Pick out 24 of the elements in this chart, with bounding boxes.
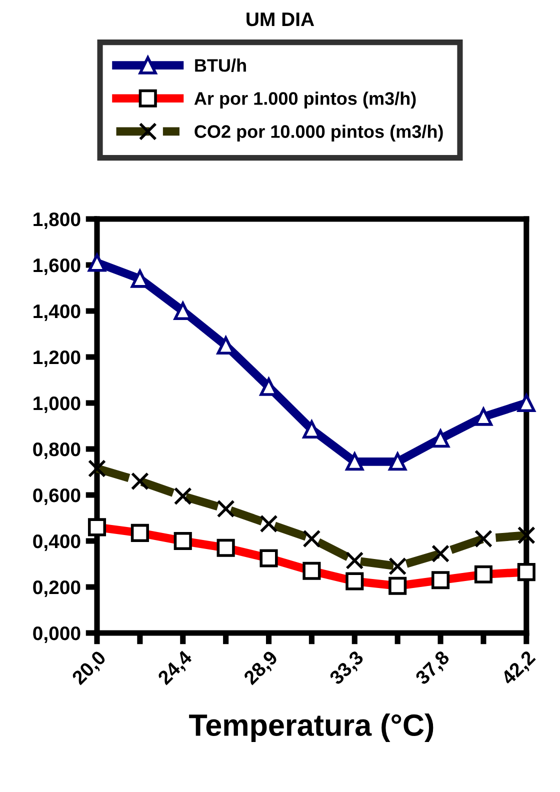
x-axis-title: Temperatura (°C) [189, 714, 434, 742]
point [346, 452, 364, 471]
y-tick-label: 0,000 [33, 626, 80, 644]
y-tick-label: 1,200 [34, 350, 80, 368]
y-tick-label: 0,400 [33, 534, 80, 552]
point [388, 452, 407, 471]
point [88, 254, 106, 272]
x-tick-label: 37,8 [414, 650, 452, 688]
y-tick-label: 0,800 [33, 442, 80, 460]
y-tick-label: 1,600 [34, 258, 80, 276]
y-tick-label: 0,600 [33, 488, 80, 506]
x-tick-label: 42,2 [500, 650, 538, 688]
legend-label: Ar por 1.000 pintos (m3/h) [194, 92, 416, 108]
point [431, 430, 450, 448]
point [474, 408, 492, 426]
y-tick-label: 1,400 [34, 304, 80, 322]
chart-title: UM DIA [246, 12, 314, 26]
legend-label: CO2 por 10.000 pintos (m3/h) [194, 124, 443, 142]
x-tick-label: 33,3 [328, 650, 366, 688]
point [517, 394, 536, 412]
y-tick-label: 1,000 [34, 396, 80, 414]
legend-label: BTU/h [195, 58, 246, 72]
y-tick-label: 1,800 [34, 212, 80, 230]
y-tick-label: 0,200 [33, 580, 80, 598]
